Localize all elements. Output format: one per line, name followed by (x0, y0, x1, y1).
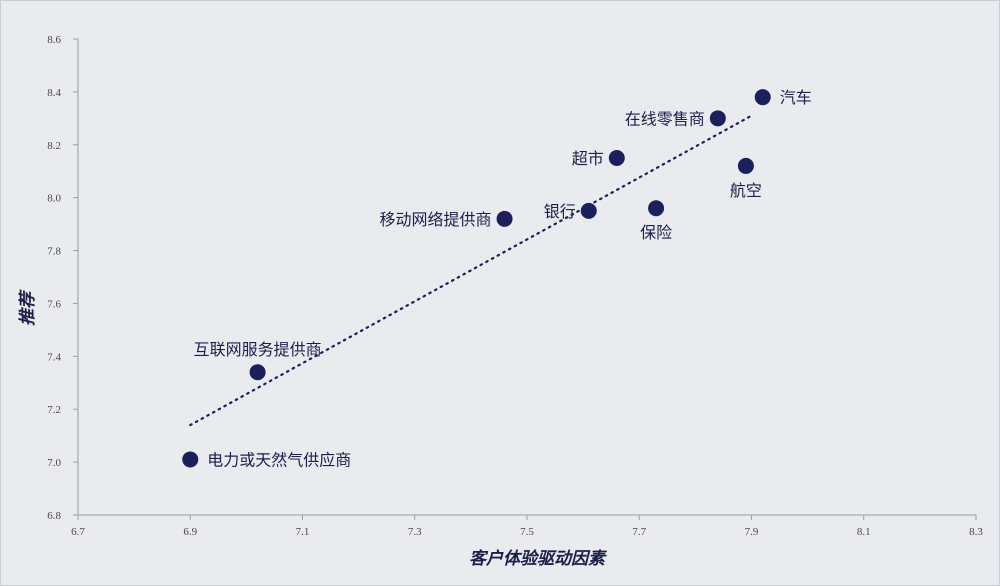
y-tick-label: 7.6 (47, 298, 61, 310)
y-tick-label: 7.0 (47, 457, 61, 469)
data-label: 汽车 (780, 88, 812, 107)
x-tick-label: 8.1 (857, 526, 871, 538)
data-point (249, 364, 266, 381)
x-tick-label: 6.9 (183, 526, 197, 538)
x-tick-label: 7.1 (296, 526, 310, 538)
y-tick-label: 8.6 (47, 34, 61, 46)
data-label: 互联网服务提供商 (194, 340, 322, 359)
data-label: 银行 (544, 202, 576, 221)
y-tick-label: 7.2 (47, 404, 61, 416)
y-tick-label: 8.0 (47, 193, 61, 205)
x-tick-label: 7.9 (745, 526, 759, 538)
x-tick-label: 8.3 (969, 526, 983, 538)
data-point (182, 451, 199, 468)
data-point (496, 210, 513, 227)
data-label: 保险 (640, 223, 672, 242)
tick-labels: 6.7 6.9 7.1 7.3 7.5 7.7 7.9 8.1 8.3 6.8 7.0 7.2 7.4 7… (47, 34, 983, 538)
x-tick-label: 7.3 (408, 526, 422, 538)
data-point (648, 200, 665, 217)
data-point (754, 89, 771, 106)
x-axis-title: 客户体验驱动因素 (469, 549, 608, 569)
data-point (580, 202, 597, 219)
axes (73, 38, 977, 520)
y-tick-label: 8.2 (47, 140, 61, 152)
data-point (737, 157, 754, 174)
x-tick-label: 7.5 (520, 526, 534, 538)
data-label: 航空 (730, 181, 762, 200)
y-tick-label: 6.8 (47, 510, 61, 522)
x-tick-label: 6.7 (71, 526, 85, 538)
y-tick-label: 7.4 (47, 351, 61, 363)
x-tick-label: 7.7 (632, 526, 646, 538)
trendline-group (189, 114, 753, 427)
data-label: 移动网络提供商 (380, 210, 492, 229)
trendline (189, 114, 753, 427)
y-tick-label: 8.4 (47, 87, 61, 99)
data-point (709, 110, 726, 127)
data-label: 电力或天然气供应商 (207, 450, 351, 469)
data-label: 超市 (572, 149, 604, 168)
data-label: 在线零售商 (625, 109, 705, 128)
data-point (608, 150, 625, 166)
y-tick-label: 7.8 (47, 246, 61, 258)
y-axis-title: 推荐 (18, 289, 38, 326)
